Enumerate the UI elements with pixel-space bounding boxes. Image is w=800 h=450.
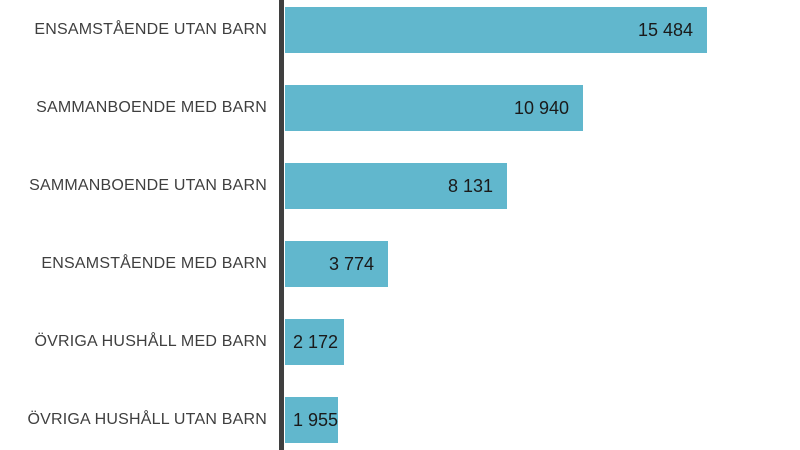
category-label: ÖVRIGA HUSHÅLL UTAN BARN [27, 411, 267, 428]
value-label: 1 955 [293, 409, 339, 430]
bar: 3 774 [285, 241, 388, 287]
bar: 2 172 [285, 319, 344, 365]
value-label: 15 484 [637, 19, 693, 40]
bar: 10 940 [285, 85, 583, 131]
value-label: 8 131 [447, 175, 493, 196]
category-label: SAMMANBOENDE MED BARN [36, 99, 267, 116]
bar: 15 484 [285, 7, 707, 53]
bar: 1 955 [285, 397, 338, 443]
category-label: ÖVRIGA HUSHÅLL MED BARN [34, 333, 267, 350]
category-label: SAMMANBOENDE UTAN BARN [29, 177, 267, 194]
bar: 8 131 [285, 163, 507, 209]
category-label: ENSAMSTÅENDE MED BARN [41, 255, 267, 272]
value-label: 2 172 [293, 331, 339, 352]
category-label: ENSAMSTÅENDE UTAN BARN [34, 21, 267, 38]
value-label: 3 774 [328, 253, 374, 274]
category-axis-line [279, 0, 284, 450]
value-label: 10 940 [513, 97, 569, 118]
